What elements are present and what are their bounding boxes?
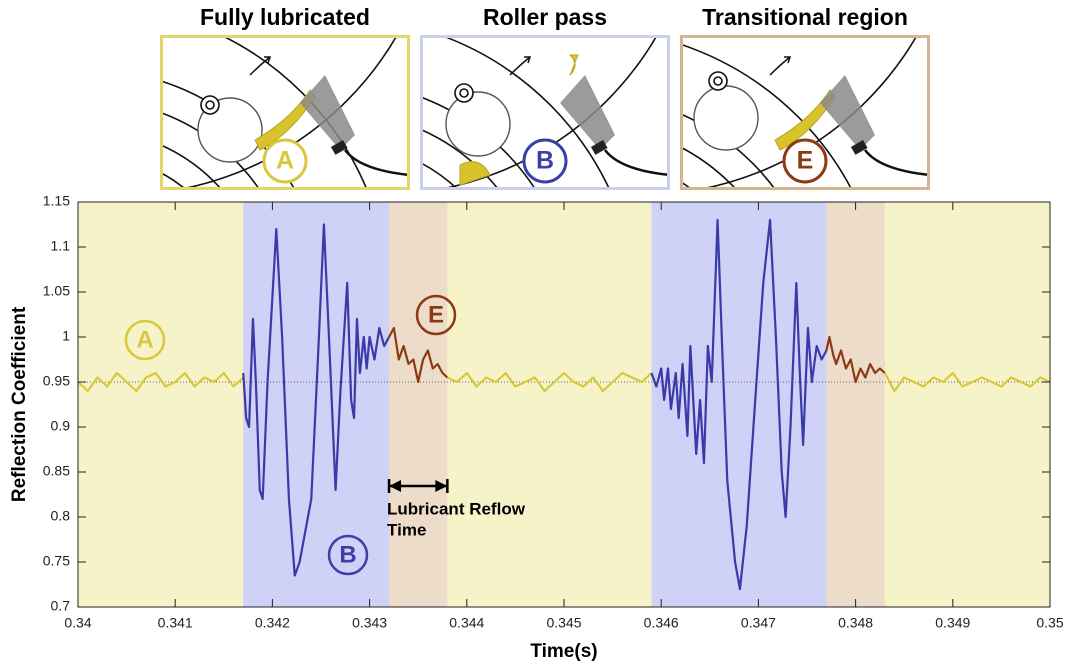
signal-line xyxy=(883,371,1051,393)
x-axis-label: Time(s) xyxy=(530,641,597,662)
x-tick-label: 0.34 xyxy=(64,615,91,631)
marker-inner xyxy=(459,88,469,98)
sensor-beam xyxy=(560,75,615,150)
plot-background xyxy=(78,202,1050,607)
marker-outer xyxy=(454,83,474,103)
panel-illustration: B xyxy=(420,35,670,190)
panel-letter: B xyxy=(536,147,554,175)
x-tick-label: 0.342 xyxy=(255,615,290,631)
annotation-letter: A xyxy=(136,326,153,353)
panel-title: Roller pass xyxy=(483,4,607,30)
sensor-beam xyxy=(820,75,875,150)
x-tick-label: 0.35 xyxy=(1036,615,1063,631)
panel-illustration: E xyxy=(680,35,930,190)
roller xyxy=(445,91,511,157)
panel-frame xyxy=(680,35,930,190)
y-tick-label: 0.75 xyxy=(43,553,70,569)
marker-outer xyxy=(708,71,728,91)
y-tick-label: 1.1 xyxy=(51,238,71,254)
panel-letter: E xyxy=(797,147,814,175)
panel-title: Fully lubricated xyxy=(200,4,370,30)
roller xyxy=(197,97,263,163)
annotation-letter: B xyxy=(339,541,356,568)
panel-letter-ring xyxy=(522,138,568,184)
sensor xyxy=(850,140,868,155)
y-tick-label: 0.85 xyxy=(43,463,70,479)
cable xyxy=(604,149,670,177)
roller xyxy=(693,85,759,151)
sensor xyxy=(590,140,608,155)
marker-outer xyxy=(200,95,220,115)
panel-letter-ring xyxy=(262,138,308,184)
arrow xyxy=(769,56,792,76)
y-tick-label: 0.9 xyxy=(51,418,71,434)
x-tick-label: 0.345 xyxy=(546,615,581,631)
y-axis-label: Reflection Coefficient xyxy=(9,306,30,502)
region xyxy=(826,202,885,607)
signal-line xyxy=(388,326,449,384)
y-tick-label: 0.95 xyxy=(43,373,70,389)
y-tick-label: 1 xyxy=(62,328,70,344)
y-tick-label: 1.15 xyxy=(43,193,70,209)
y-tick-label: 0.7 xyxy=(51,598,71,614)
panel-illustration: A xyxy=(160,35,410,190)
signal-line xyxy=(242,223,391,577)
y-tick-label: 0.8 xyxy=(51,508,71,524)
arrow xyxy=(509,56,532,76)
signal-line xyxy=(77,371,244,393)
x-tick-label: 0.348 xyxy=(838,615,873,631)
annotation-ring xyxy=(124,319,166,361)
reflow-head xyxy=(389,480,448,492)
x-tick-label: 0.341 xyxy=(158,615,193,631)
signal-line xyxy=(825,335,886,384)
marker-inner xyxy=(713,76,723,86)
sensor xyxy=(330,140,348,155)
region xyxy=(389,202,448,607)
reflow-label: Time xyxy=(387,520,426,539)
illustration xyxy=(680,35,930,190)
x-tick-label: 0.346 xyxy=(644,615,679,631)
panel-frame xyxy=(420,35,670,190)
reflow-label: Lubricant Reflow xyxy=(387,499,526,518)
signal-line xyxy=(650,218,828,591)
annotation-ring xyxy=(327,534,369,576)
marker-inner xyxy=(205,100,215,110)
sensor-beam xyxy=(300,75,355,150)
panel-letter: A xyxy=(276,147,294,175)
x-tick-label: 0.343 xyxy=(352,615,387,631)
annotation-ring xyxy=(415,294,457,336)
panel-title: Transitional region xyxy=(702,4,908,30)
arrow xyxy=(249,56,272,76)
cable xyxy=(864,149,930,177)
panel-letter-ring xyxy=(782,138,828,184)
cable xyxy=(344,149,410,177)
signal-line xyxy=(446,371,653,393)
x-tick-label: 0.347 xyxy=(741,615,776,631)
lubricant xyxy=(459,54,579,186)
annotation-letter: E xyxy=(428,301,444,328)
panel-frame xyxy=(160,35,410,190)
y-tick-label: 1.05 xyxy=(43,283,70,299)
x-tick-label: 0.344 xyxy=(449,615,484,631)
x-tick-label: 0.349 xyxy=(935,615,970,631)
